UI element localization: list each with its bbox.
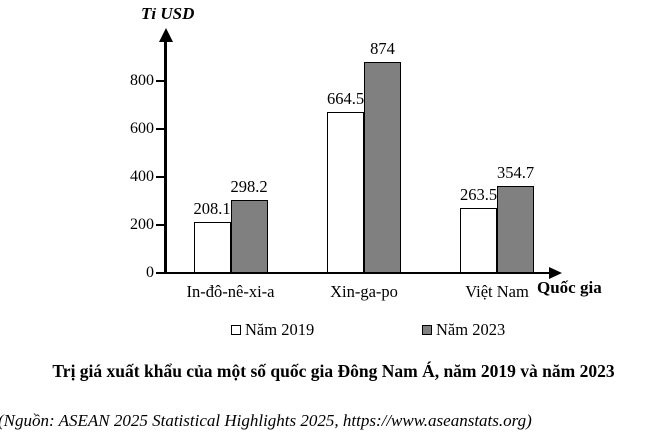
category-label-vi-t-nam: Việt Nam [465, 282, 529, 301]
value-label: 354.7 [496, 163, 535, 183]
y-axis-arrow-icon [158, 28, 173, 42]
x-axis-line [164, 271, 550, 275]
bar-n-m-2019-in-n-xi-a [193, 221, 231, 273]
legend-label: Năm 2023 [436, 320, 506, 339]
legend-item-n-m-2023: Năm 2023 [422, 321, 505, 338]
y-tick-label: 0 [146, 263, 154, 281]
legend-label: Năm 2019 [245, 320, 315, 339]
bar-n-m-2023-xin-ga-po [364, 61, 401, 273]
value-label: 874 [370, 38, 395, 58]
bar-n-m-2019-vi-t-nam [460, 208, 497, 273]
value-label: 208.1 [193, 198, 231, 218]
value-label: 664.5 [326, 89, 365, 109]
y-axis-line [164, 40, 167, 274]
y-tick-mark [156, 127, 164, 130]
value-label: 263.5 [459, 185, 498, 205]
y-tick-label: 400 [130, 167, 154, 185]
bar-n-m-2019-xin-ga-po [327, 112, 364, 273]
x-axis-label: Quốc gia [537, 278, 602, 297]
bar-n-m-2023-vi-t-nam [497, 186, 534, 273]
bar-n-m-2023-in-n-xi-a [230, 199, 268, 273]
y-tick-label: 200 [130, 215, 154, 233]
x-axis-arrow-icon [549, 266, 562, 279]
y-axis-label: Tỉ USD [141, 4, 195, 23]
y-tick-mark [156, 175, 164, 178]
category-label-in-n-xi-a: In-đô-nê-xi-a [186, 282, 275, 301]
category-label-xin-ga-po: Xin-ga-po [330, 282, 398, 301]
y-tick-mark [156, 223, 164, 226]
y-tick-label: 800 [130, 71, 154, 89]
chart-title: Trị giá xuất khẩu của một số quốc gia Đô… [52, 361, 615, 381]
chart-source: (Nguồn: ASEAN 2025 Statistical Highlight… [0, 411, 532, 430]
legend-swatch-n-m-2023 [422, 324, 432, 335]
legend-swatch-n-m-2019 [231, 324, 241, 335]
y-tick-label: 600 [130, 119, 154, 137]
value-label: 298.2 [230, 176, 268, 196]
legend-item-n-m-2019: Năm 2019 [231, 321, 314, 338]
y-tick-mark [156, 271, 164, 274]
y-tick-mark [156, 79, 164, 82]
